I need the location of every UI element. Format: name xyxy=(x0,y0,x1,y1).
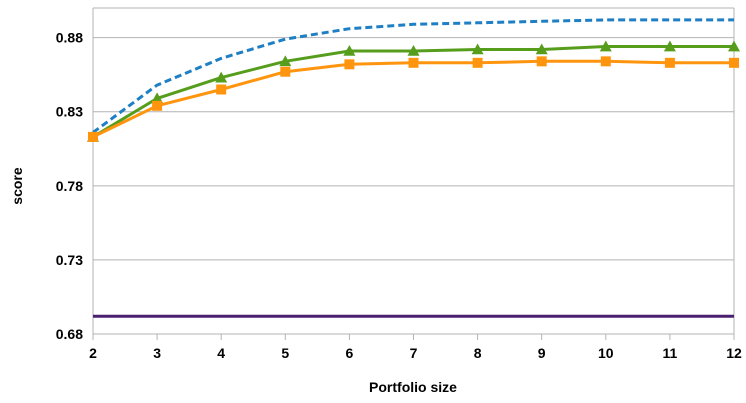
tick-labels: 0.68 0.73 0.78 0.83 0.88 2 3 4 5 6 7 8 9 10 11 12 xyxy=(56,30,742,361)
y-tick-label: 0.83 xyxy=(56,104,83,120)
y-tick-label: 0.88 xyxy=(56,30,83,46)
x-tick-label: 10 xyxy=(598,345,614,361)
x-tick-label: 7 xyxy=(410,345,418,361)
series-2-point-10 xyxy=(728,40,740,52)
series-3-point-4 xyxy=(344,59,355,70)
series-3-point-10 xyxy=(729,57,739,68)
series-2-point-4 xyxy=(343,44,356,56)
gridlines xyxy=(92,7,735,340)
series-3-point-1 xyxy=(152,100,163,111)
x-tick-label: 12 xyxy=(726,345,742,361)
series-3-point-8 xyxy=(600,56,611,67)
series-2-point-3 xyxy=(279,55,292,67)
series-3-point-9 xyxy=(664,57,675,68)
series-2-point-2 xyxy=(215,71,228,83)
series-2-point-8 xyxy=(599,40,612,52)
x-tick-label: 11 xyxy=(662,345,677,361)
series-3-point-6 xyxy=(472,57,483,68)
x-axis-title: Portfolio size xyxy=(369,379,457,395)
x-tick-label: 9 xyxy=(538,345,546,361)
series-3-point-3 xyxy=(280,66,291,77)
series-2-point-9 xyxy=(663,40,676,52)
y-tick-label: 0.73 xyxy=(56,252,83,268)
series-line-1 xyxy=(92,18,734,134)
x-tick-label: 4 xyxy=(217,345,225,361)
y-axis-title: score xyxy=(9,167,25,205)
series-2-point-5 xyxy=(407,44,420,56)
x-tick-label: 6 xyxy=(346,345,354,361)
series-2-point-7 xyxy=(535,43,548,55)
series-3-point-7 xyxy=(536,56,547,67)
series-2-point-1 xyxy=(151,92,164,104)
x-tick-label: 5 xyxy=(281,345,289,361)
series-3-point-5 xyxy=(408,57,419,68)
series-2-point-6 xyxy=(471,43,484,55)
x-tick-label: 2 xyxy=(89,345,97,361)
y-tick-label: 0.68 xyxy=(56,326,83,342)
series-3-point-0 xyxy=(88,131,98,142)
series-3-point-2 xyxy=(216,84,227,95)
x-tick-label: 8 xyxy=(474,345,482,361)
series-layer xyxy=(87,18,740,318)
y-tick-label: 0.78 xyxy=(56,178,83,194)
x-tick-label: 3 xyxy=(153,345,161,361)
